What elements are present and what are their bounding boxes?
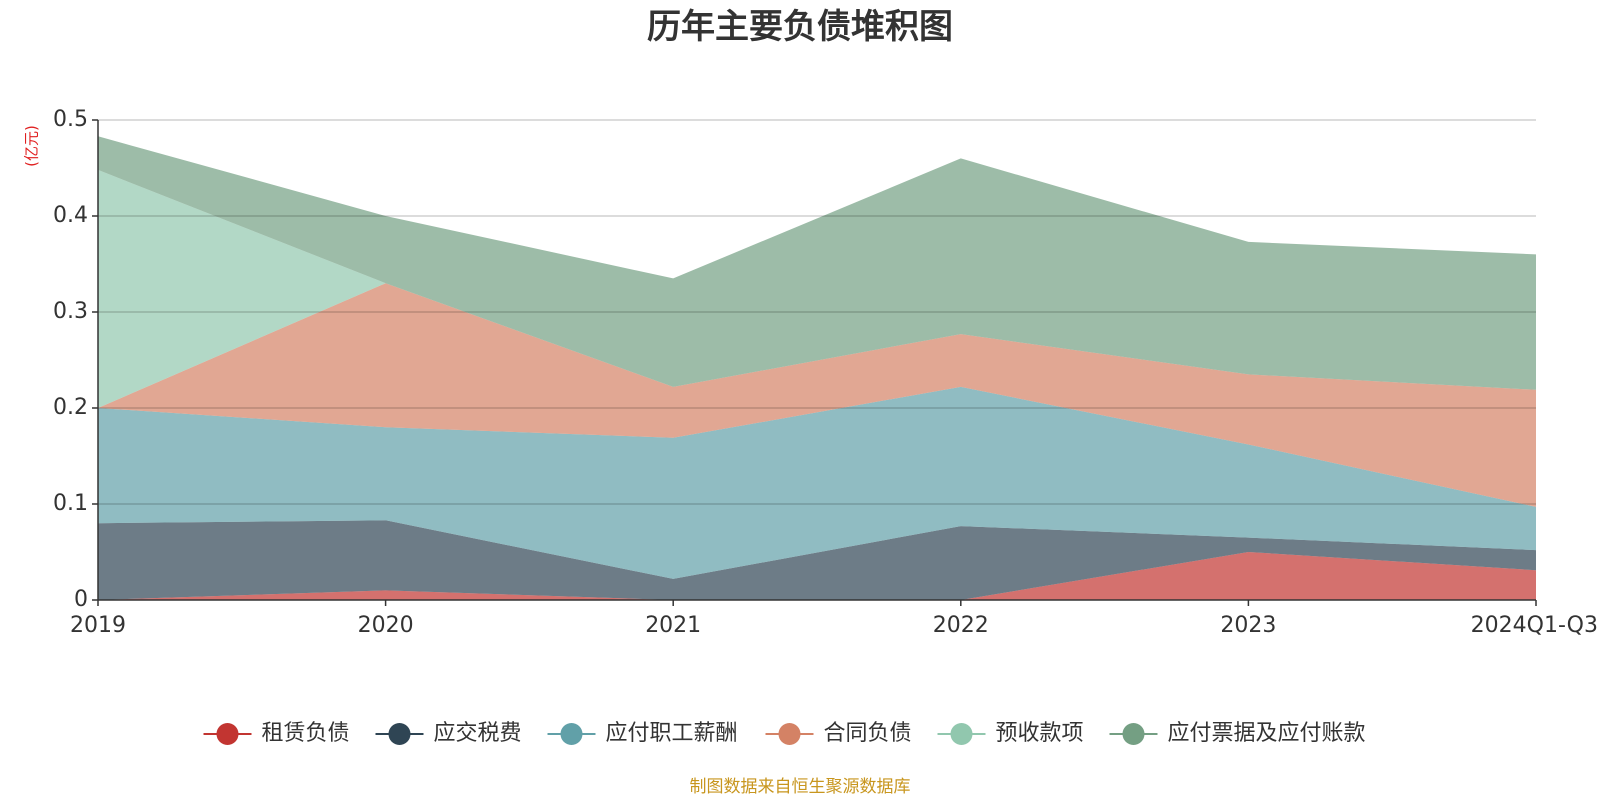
legend-marker-4 — [950, 723, 973, 745]
axes-layer: 0 0.1 0.2 0.3 0.4 0.5 2019 2020 2021 2022 2023 2024… — [53, 107, 1598, 638]
legend-marker-2 — [560, 723, 583, 745]
x-tick-label-5: 2024Q1-Q3 — [1471, 613, 1598, 638]
legend-item-2[interactable]: 应付职工薪酬 — [547, 721, 738, 746]
area-series-1 — [98, 520, 1536, 600]
legend-marker-5 — [1122, 723, 1145, 745]
y-tick-label-0: 0 — [74, 587, 88, 612]
chart-title: 历年主要负债堆积图 — [647, 7, 953, 47]
x-tick-label-3: 2022 — [933, 613, 989, 638]
y-tick-label-1: 0.1 — [53, 491, 88, 516]
area-series-5 — [98, 136, 1536, 390]
x-tick-label-4: 2023 — [1220, 613, 1276, 638]
legend: 租赁负债 应交税费 应付职工薪酬 合同负债 预收款项 应付票据及应付账款 — [203, 721, 1366, 746]
legend-label-2: 应付职工薪酬 — [606, 721, 738, 746]
grid-layer — [98, 119, 1536, 505]
y-axis-unit-label: (亿元) — [23, 125, 41, 167]
x-tick-label-2: 2021 — [645, 613, 701, 638]
legend-item-3[interactable]: 合同负债 — [765, 721, 912, 746]
legend-item-0[interactable]: 租赁负债 — [203, 721, 350, 746]
legend-item-4[interactable]: 预收款项 — [937, 721, 1084, 746]
legend-item-5[interactable]: 应付票据及应付账款 — [1109, 721, 1366, 746]
area-series-2 — [98, 386, 1536, 579]
area-series-3 — [98, 283, 1536, 507]
legend-label-5: 应付票据及应付账款 — [1168, 721, 1366, 746]
legend-label-1: 应交税费 — [434, 721, 522, 746]
legend-label-0: 租赁负债 — [262, 721, 350, 746]
legend-marker-0 — [216, 723, 239, 745]
y-tick-label-5: 0.5 — [53, 107, 88, 132]
legend-item-1[interactable]: 应交税费 — [375, 721, 522, 746]
source-note: 制图数据来自恒生聚源数据库 — [690, 777, 911, 797]
area-series-0 — [98, 552, 1536, 600]
legend-label-4: 预收款项 — [996, 721, 1084, 746]
x-tick-label-0: 2019 — [70, 613, 126, 638]
y-tick-label-2: 0.2 — [53, 395, 88, 420]
areas-layer — [98, 136, 1536, 600]
legend-label-3: 合同负债 — [824, 721, 912, 746]
y-tick-label-4: 0.4 — [53, 203, 88, 228]
legend-marker-1 — [388, 723, 411, 745]
x-tick-label-1: 2020 — [358, 613, 414, 638]
y-tick-label-3: 0.3 — [53, 299, 88, 324]
legend-marker-3 — [778, 723, 801, 745]
